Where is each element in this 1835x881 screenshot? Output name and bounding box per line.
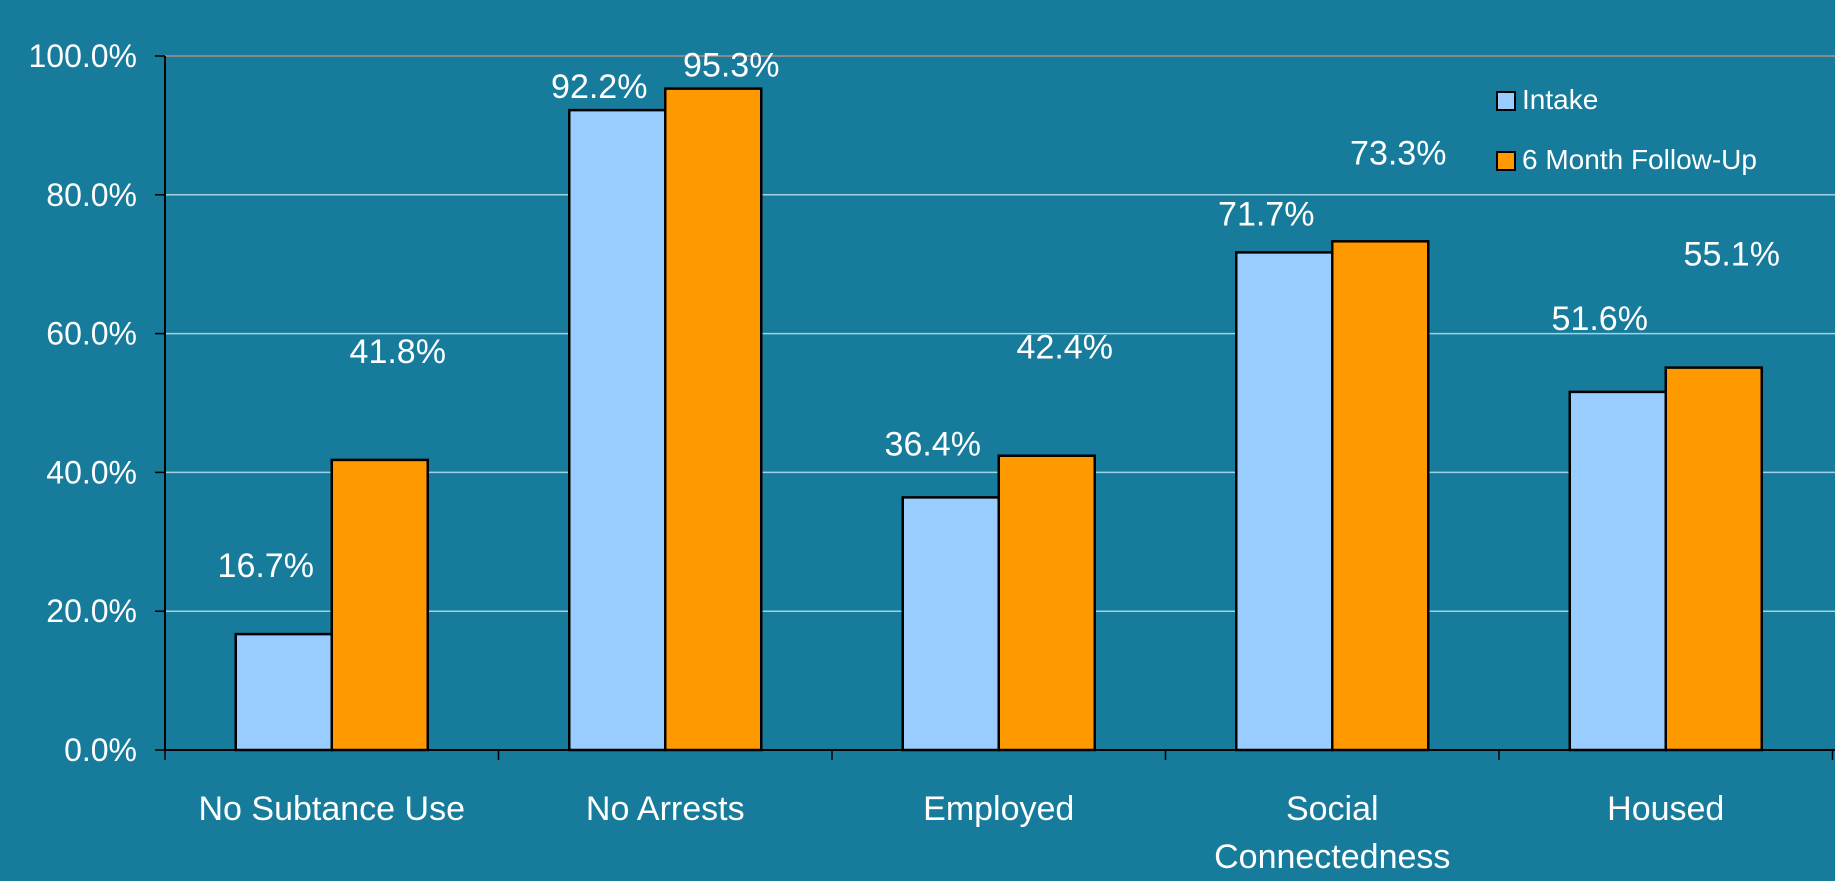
y-tick-label: 0.0%	[64, 732, 137, 768]
data-label: 16.7%	[218, 547, 314, 585]
y-tick-label: 60.0%	[46, 316, 137, 352]
y-tick-label: 80.0%	[46, 177, 137, 213]
category-label: Housed	[1607, 790, 1724, 828]
bar-intake	[568, 108, 667, 752]
y-tick-label: 40.0%	[46, 454, 137, 490]
bar-follow-up	[1331, 240, 1430, 752]
bar-follow-up	[330, 458, 429, 752]
data-label: 73.3%	[1350, 134, 1446, 172]
data-label: 36.4%	[885, 425, 981, 463]
bar-intake	[234, 632, 333, 752]
bar-follow-up	[997, 454, 1096, 752]
bar-intake	[1568, 390, 1667, 752]
gridlines	[165, 55, 1835, 612]
y-tick-label: 20.0%	[46, 593, 137, 629]
data-label: 42.4%	[1017, 329, 1113, 367]
bar-intake	[901, 496, 1000, 752]
legend-label: 6 Month Follow-Up	[1522, 144, 1757, 175]
category-label: Employed	[923, 790, 1074, 828]
data-label: 95.3%	[683, 47, 779, 85]
data-label: 55.1%	[1684, 236, 1780, 274]
bar-follow-up	[664, 87, 763, 752]
legend-swatch	[1496, 151, 1516, 171]
category-label: No Subtance Use	[199, 790, 466, 828]
category-label: Social Connectedness	[1214, 790, 1450, 876]
data-labels: 16.7% 41.8% 92.2% 95.3% 36.4% 42.4% 71.7% 73.3%…	[218, 47, 1780, 585]
axes: 0.0% 20.0% 40.0% 60.0% 80.0% 100.0% No Subtanc…	[28, 38, 1835, 876]
bar-follow-up	[1664, 366, 1763, 752]
category-label: No Arrests	[586, 790, 745, 828]
legend-label: Intake	[1522, 84, 1598, 115]
data-label: 51.6%	[1552, 300, 1648, 338]
data-label: 92.2%	[551, 68, 647, 106]
legend-swatch	[1496, 91, 1516, 111]
data-label: 71.7%	[1218, 195, 1314, 233]
data-label: 41.8%	[350, 333, 446, 371]
legend: Intake 6 Month Follow-Up	[1496, 84, 1757, 175]
bars	[234, 87, 1763, 752]
bar-intake	[1235, 251, 1334, 752]
y-tick-label: 100.0%	[28, 38, 137, 74]
